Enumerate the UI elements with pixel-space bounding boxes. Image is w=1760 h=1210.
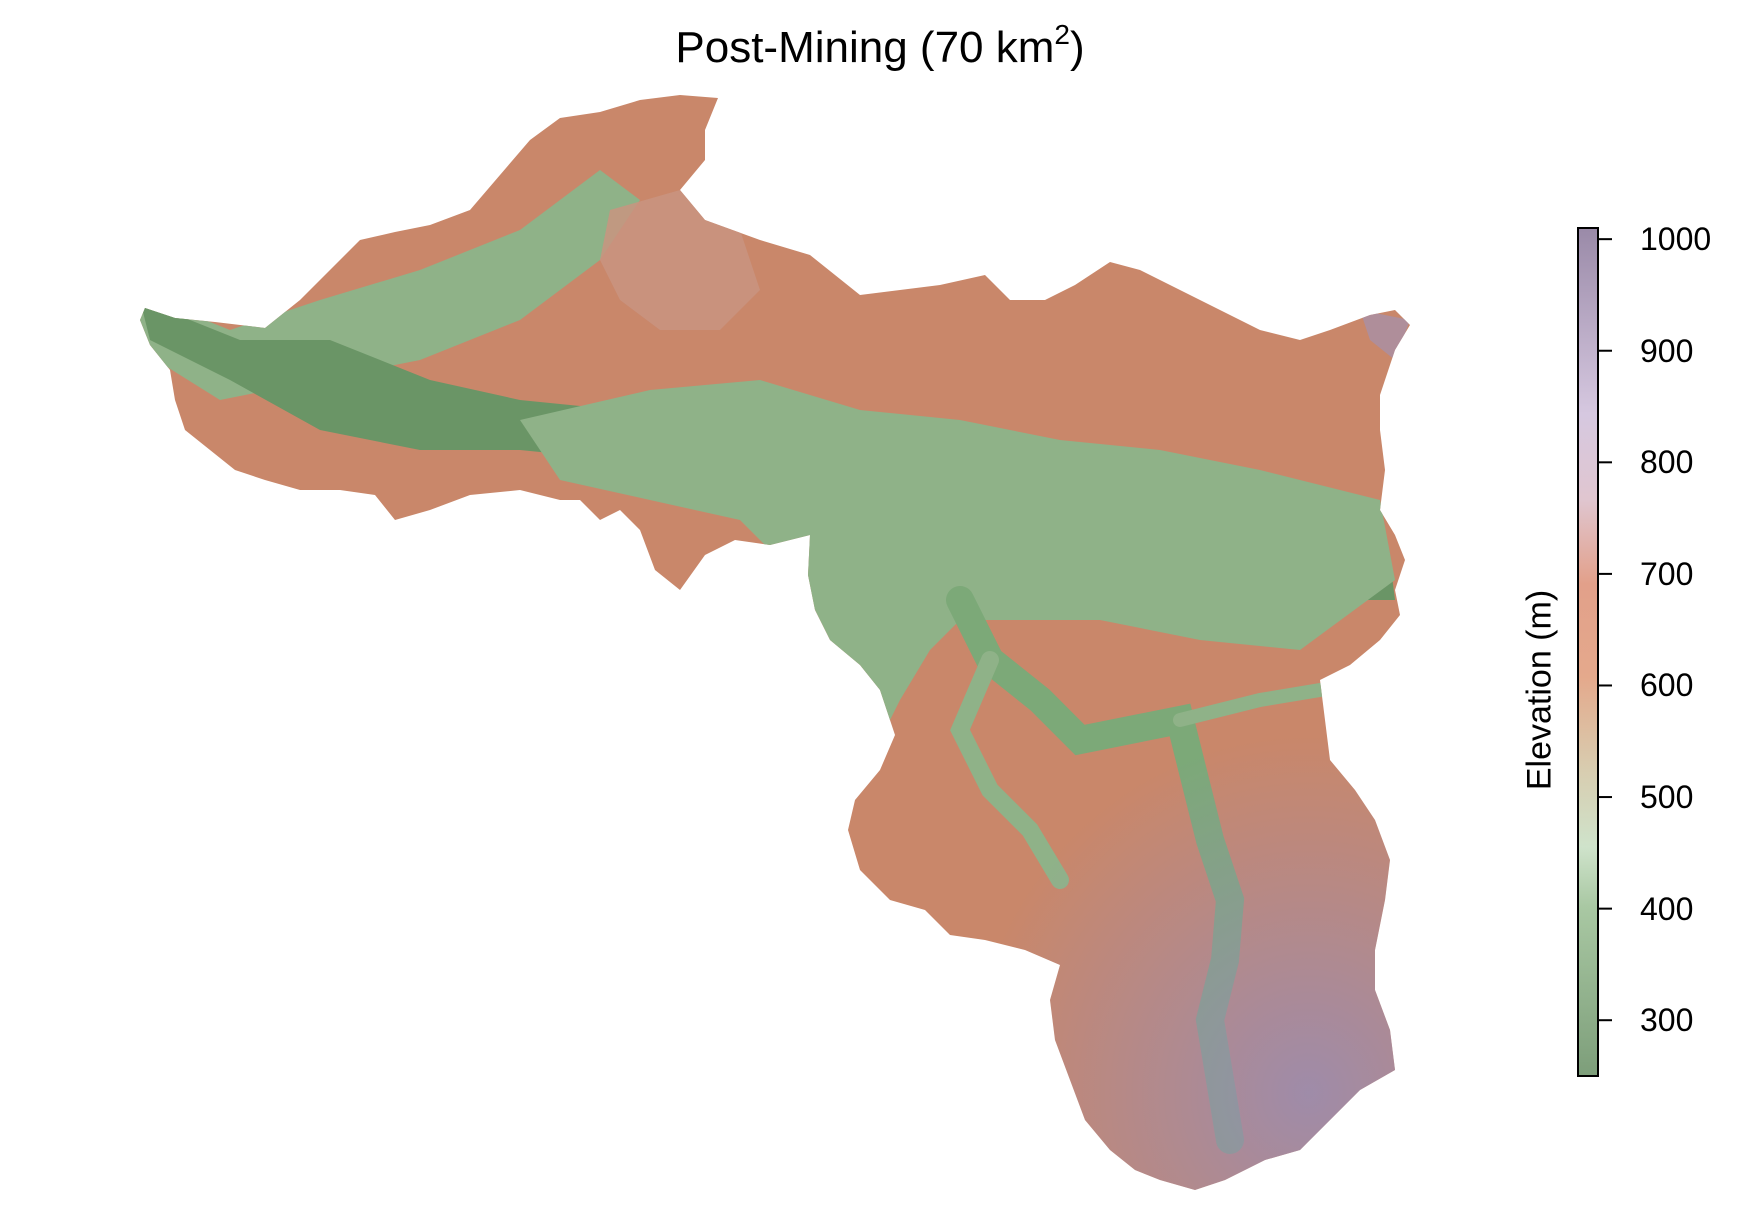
map-title-suffix: ) — [1069, 23, 1085, 72]
watershed — [140, 95, 1410, 1190]
legend-tick-label: 700 — [1640, 555, 1694, 592]
legend-ticks — [1598, 238, 1612, 1022]
legend-tick-label: 500 — [1640, 779, 1694, 816]
map-title-text: Post-Mining (70 km — [675, 23, 1055, 72]
legend-colorbar — [1577, 227, 1599, 1077]
map-title-superscript: 2 — [1054, 19, 1070, 50]
legend-axis-label-text: Elevation (m) — [1520, 589, 1559, 791]
legend-tick-label: 1000 — [1640, 221, 1712, 258]
map-title: Post-Mining (70 km2) — [0, 19, 1760, 74]
legend-tick-label: 900 — [1640, 332, 1694, 369]
legend-tick-label: 800 — [1640, 444, 1694, 481]
legend-tick-label: 600 — [1640, 667, 1694, 704]
legend-tick-label: 400 — [1640, 890, 1694, 927]
legend-tick-label: 300 — [1640, 1002, 1694, 1039]
